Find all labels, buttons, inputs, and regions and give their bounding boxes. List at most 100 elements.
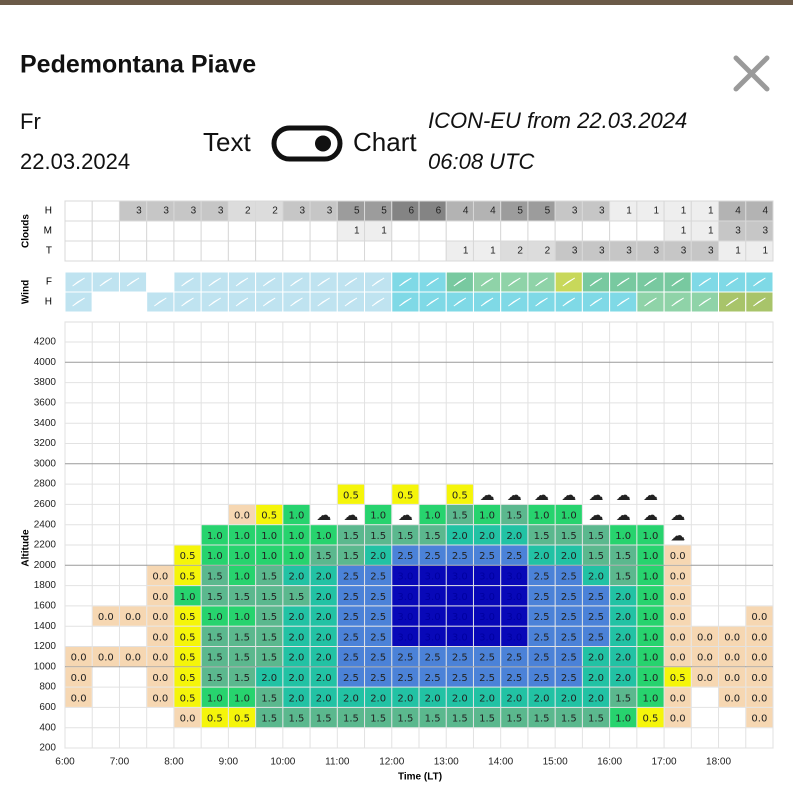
cloud-cell bbox=[663, 220, 692, 242]
lift-value: 2.5 bbox=[479, 653, 495, 664]
wind-cell bbox=[118, 291, 148, 313]
cloud-cell bbox=[636, 200, 665, 222]
lift-value: 0.5 bbox=[180, 632, 196, 643]
lift-value: 3.0 bbox=[397, 632, 413, 643]
lift-value: 2.0 bbox=[588, 673, 604, 684]
cloud-value: 3 bbox=[572, 246, 578, 257]
lift-value: 0.0 bbox=[152, 693, 168, 704]
day: Fr bbox=[20, 109, 41, 134]
cloud-cell bbox=[745, 200, 774, 222]
y-tick-label: 3000 bbox=[34, 458, 57, 469]
lift-cell bbox=[719, 647, 746, 667]
lift-value: 1.0 bbox=[643, 551, 659, 562]
cloud-value: 3 bbox=[599, 206, 605, 217]
cloud-cell bbox=[309, 200, 338, 222]
lift-value: 0.0 bbox=[697, 673, 713, 684]
cloud-cell bbox=[173, 240, 202, 262]
lift-value: 2.0 bbox=[316, 653, 332, 664]
lift-cell bbox=[92, 647, 119, 667]
cloud-value: 6 bbox=[436, 206, 442, 217]
lift-value: 0.5 bbox=[343, 490, 359, 501]
lift-cell bbox=[310, 606, 337, 626]
cloud-cell bbox=[609, 200, 638, 222]
lift-value: 2.0 bbox=[316, 592, 332, 603]
lift-cell bbox=[555, 565, 582, 586]
lift-cell bbox=[228, 586, 256, 606]
cloud-value: 1 bbox=[654, 206, 660, 217]
cloud-cell bbox=[200, 220, 229, 242]
lift-value: 2.0 bbox=[534, 551, 550, 562]
lift-cell bbox=[473, 606, 501, 626]
lift-cell bbox=[310, 586, 337, 606]
lift-cell bbox=[555, 626, 582, 646]
x-tick-label: 11:00 bbox=[325, 757, 350, 768]
cloud-cell bbox=[336, 200, 366, 222]
wind-arrow bbox=[753, 297, 766, 307]
lift-value: 1.0 bbox=[643, 673, 659, 684]
lift-value: 2.0 bbox=[615, 592, 631, 603]
lift-cell bbox=[473, 687, 501, 707]
lift-cell bbox=[637, 525, 664, 545]
lift-cell bbox=[228, 545, 256, 565]
cloud-value: 4 bbox=[463, 206, 469, 217]
lift-value: 2.0 bbox=[261, 673, 277, 684]
lift-cell bbox=[392, 565, 419, 586]
lift-cell bbox=[174, 667, 201, 687]
lift-value: 0.5 bbox=[261, 511, 277, 522]
lift-value: 3.0 bbox=[397, 592, 413, 603]
lift-cell bbox=[201, 626, 228, 646]
lift-cell bbox=[119, 606, 147, 626]
lift-value: 3.0 bbox=[452, 592, 468, 603]
lift-cell bbox=[473, 586, 501, 606]
lift-value: 1.0 bbox=[261, 551, 277, 562]
cloud-cell bbox=[527, 220, 556, 242]
lift-value: 0.0 bbox=[697, 632, 713, 643]
lift-value: 2.5 bbox=[452, 551, 468, 562]
cloud-cell bbox=[173, 200, 202, 222]
lift-cell bbox=[228, 626, 256, 646]
cloud-value: 2 bbox=[245, 206, 251, 217]
lift-value: 1.5 bbox=[588, 531, 604, 542]
lift-value: 2.5 bbox=[370, 612, 386, 623]
lift-cell bbox=[664, 545, 691, 565]
wind-arrow bbox=[208, 297, 221, 307]
lift-cell bbox=[637, 586, 664, 606]
toggle-text[interactable]: Text bbox=[203, 127, 251, 157]
wind-arrow bbox=[181, 277, 194, 287]
lift-value: 2.0 bbox=[452, 531, 468, 542]
lift-cell bbox=[337, 545, 365, 565]
wind-arrow bbox=[671, 277, 684, 287]
lift-cell bbox=[201, 647, 228, 667]
cloud-base-icon: ☁ bbox=[343, 506, 358, 524]
toggle-chart[interactable]: Chart bbox=[353, 127, 417, 157]
cloud-base-icon: ☁ bbox=[643, 486, 658, 504]
lift-value: 2.5 bbox=[561, 571, 577, 582]
lift-value: 2.5 bbox=[479, 673, 495, 684]
lift-cell bbox=[337, 606, 365, 626]
wind-arrow bbox=[644, 277, 657, 287]
lift-value: 0.0 bbox=[670, 612, 686, 623]
cloud-cell bbox=[718, 200, 747, 222]
lift-value: 0.0 bbox=[670, 714, 686, 725]
lift-cell bbox=[528, 707, 555, 728]
toggle[interactable] bbox=[271, 125, 343, 162]
lift-value: 2.5 bbox=[370, 673, 386, 684]
wind-arrow bbox=[426, 297, 439, 307]
lift-value: 1.5 bbox=[261, 693, 277, 704]
lift-cell bbox=[283, 707, 310, 728]
lift-value: 0.0 bbox=[152, 592, 168, 603]
lift-value: 2.5 bbox=[425, 653, 441, 664]
lift-value: 0.0 bbox=[125, 612, 141, 623]
lift-value: 2.5 bbox=[588, 592, 604, 603]
y-tick-label: 1800 bbox=[34, 580, 57, 591]
lift-value: 3.0 bbox=[479, 632, 495, 643]
lift-value: 1.5 bbox=[343, 531, 359, 542]
lift-value: 3.0 bbox=[425, 612, 441, 623]
lift-value: 1.0 bbox=[615, 714, 631, 725]
lift-value: 2.0 bbox=[370, 693, 386, 704]
x-tick-label: 8:00 bbox=[164, 757, 184, 768]
lift-cell bbox=[256, 586, 283, 606]
close-button[interactable] bbox=[733, 55, 770, 92]
lift-cell bbox=[392, 647, 419, 667]
